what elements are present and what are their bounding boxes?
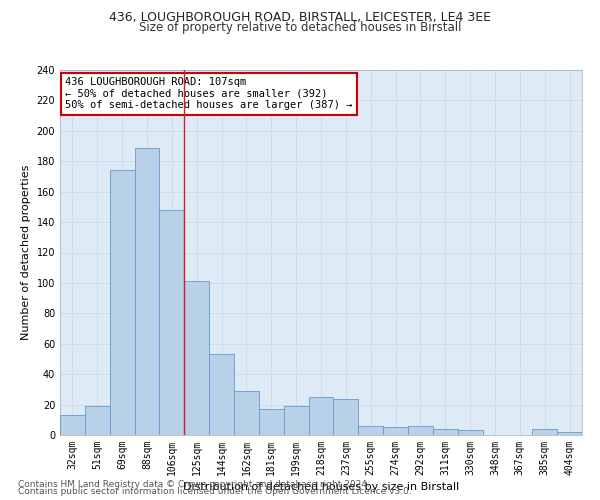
Text: Size of property relative to detached houses in Birstall: Size of property relative to detached ho… bbox=[139, 22, 461, 35]
Text: Contains HM Land Registry data © Crown copyright and database right 2024.: Contains HM Land Registry data © Crown c… bbox=[18, 480, 370, 489]
Bar bbox=[184, 282, 209, 435]
Bar bbox=[383, 428, 408, 435]
Y-axis label: Number of detached properties: Number of detached properties bbox=[21, 165, 31, 340]
Bar bbox=[458, 430, 482, 435]
Bar bbox=[60, 415, 85, 435]
Bar bbox=[358, 426, 383, 435]
Bar bbox=[160, 210, 184, 435]
Bar bbox=[284, 406, 308, 435]
Bar bbox=[259, 409, 284, 435]
Text: Contains public sector information licensed under the Open Government Licence v3: Contains public sector information licen… bbox=[18, 487, 412, 496]
Bar bbox=[308, 397, 334, 435]
Bar bbox=[557, 432, 582, 435]
X-axis label: Distribution of detached houses by size in Birstall: Distribution of detached houses by size … bbox=[183, 482, 459, 492]
Bar bbox=[209, 354, 234, 435]
Bar bbox=[134, 148, 160, 435]
Bar bbox=[110, 170, 134, 435]
Bar bbox=[334, 398, 358, 435]
Bar bbox=[234, 391, 259, 435]
Bar bbox=[408, 426, 433, 435]
Bar bbox=[532, 429, 557, 435]
Bar bbox=[85, 406, 110, 435]
Bar bbox=[433, 429, 458, 435]
Text: 436 LOUGHBOROUGH ROAD: 107sqm
← 50% of detached houses are smaller (392)
50% of : 436 LOUGHBOROUGH ROAD: 107sqm ← 50% of d… bbox=[65, 78, 353, 110]
Text: 436, LOUGHBOROUGH ROAD, BIRSTALL, LEICESTER, LE4 3EE: 436, LOUGHBOROUGH ROAD, BIRSTALL, LEICES… bbox=[109, 11, 491, 24]
